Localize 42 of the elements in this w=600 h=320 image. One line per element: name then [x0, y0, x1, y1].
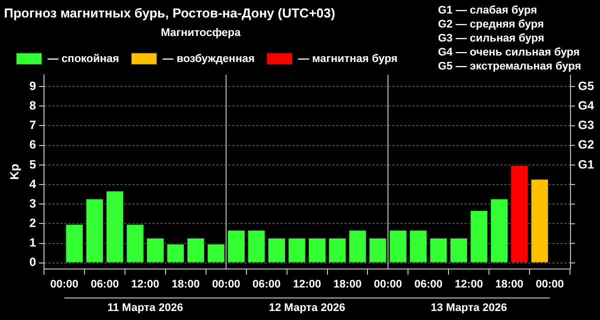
y-tick-label: 0: [29, 255, 36, 270]
text: G5 — экстремальная буря: [438, 60, 582, 73]
x-tick-label: 00:00: [212, 278, 240, 290]
text: 13 Марта 2026: [430, 302, 508, 314]
x-tick-label: 06:00: [90, 278, 119, 290]
x-tick-label: 12:00: [292, 278, 322, 290]
chart-title: Прогноз магнитных бурь, Ростов-на-Дону (UTC+03): [4, 5, 336, 20]
text: G2 — средняя буря: [438, 18, 544, 31]
y-tick-label: 9: [29, 78, 36, 93]
y-tick-label: 3: [29, 196, 36, 210]
x-tick-label: 06:00: [252, 278, 281, 290]
legend-label: — магнитная буря: [298, 52, 398, 65]
x-tick-label: 12:00: [131, 278, 160, 290]
legend-title: Магнитосфера: [160, 27, 242, 40]
legend-label: — возбужденная: [162, 52, 255, 65]
legend-label: — спокойная: [48, 52, 120, 65]
text: G1 — слабая буря: [438, 4, 538, 17]
x-tick-label: 00:00: [536, 278, 564, 290]
x-tick-label: 12:00: [454, 278, 483, 290]
x-tick-label: 06:00: [414, 278, 442, 290]
text: G3 — сильная буря: [438, 32, 544, 45]
text: 11 Марта 2026: [107, 302, 184, 314]
text: G4: [578, 98, 594, 112]
text: 12 Марта 2026: [268, 302, 346, 314]
x-tick-label: 00:00: [374, 278, 402, 290]
text: G5: [578, 78, 594, 93]
y-tick-label: 1: [29, 236, 36, 250]
x-tick-label: 18:00: [495, 278, 524, 290]
text: G3: [578, 118, 594, 132]
y-tick-label: 7: [29, 118, 36, 132]
x-tick-label: 18:00: [172, 278, 200, 290]
y-axis-title: Kp: [8, 164, 22, 180]
x-tick-label: 00:00: [50, 278, 78, 290]
y-tick-label: 4: [29, 176, 36, 191]
x-tick-label: 18:00: [333, 278, 362, 290]
text: G2: [578, 138, 594, 152]
y-tick-label: 2: [29, 216, 36, 230]
text: G4 — очень сильная буря: [438, 46, 580, 59]
y-tick-label: 6: [29, 138, 36, 152]
y-tick-label: 8: [29, 98, 36, 112]
y-tick-label: 5: [29, 157, 36, 172]
text: G1: [578, 157, 594, 172]
